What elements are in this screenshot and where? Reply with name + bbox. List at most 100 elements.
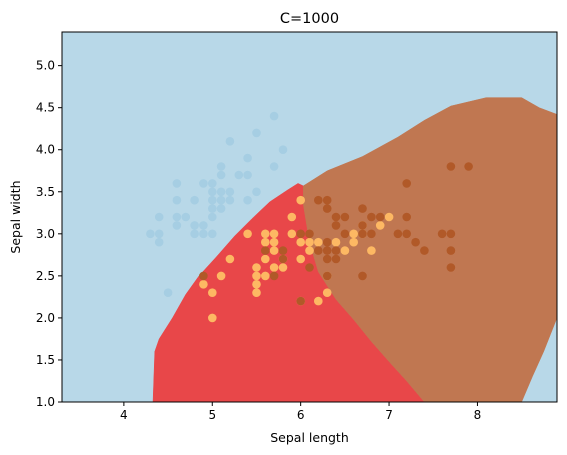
point-setosa xyxy=(225,187,235,197)
point-setosa xyxy=(243,153,252,163)
point-setosa xyxy=(208,195,217,205)
point-virginica xyxy=(322,237,332,247)
point-versicolor xyxy=(296,254,306,264)
point-versicolor xyxy=(314,296,323,306)
point-setosa xyxy=(181,212,191,222)
point-virginica xyxy=(340,212,350,222)
y-tick-label: 5.0 xyxy=(36,59,55,73)
point-virginica xyxy=(296,229,306,239)
point-setosa xyxy=(172,221,182,230)
point-versicolor xyxy=(252,280,261,289)
x-tick-label: 7 xyxy=(385,408,393,422)
y-tick-label: 4.5 xyxy=(36,101,55,115)
data-points xyxy=(146,111,473,323)
point-setosa xyxy=(172,195,182,205)
point-versicolor xyxy=(331,237,341,247)
point-versicolor xyxy=(252,263,261,272)
point-versicolor xyxy=(252,288,261,298)
point-virginica xyxy=(446,246,456,255)
decision-regions xyxy=(62,32,557,402)
chart-title: C=1000 xyxy=(280,11,339,27)
point-versicolor xyxy=(314,237,323,247)
point-versicolor xyxy=(305,246,314,255)
point-virginica xyxy=(331,212,341,222)
point-setosa xyxy=(225,137,235,146)
point-versicolor xyxy=(261,237,270,247)
y-tick-label: 1.0 xyxy=(36,395,55,409)
point-setosa xyxy=(216,187,226,197)
point-versicolor xyxy=(269,237,279,247)
point-setosa xyxy=(216,170,226,180)
y-tick-label: 3.0 xyxy=(36,227,55,241)
point-setosa xyxy=(269,111,279,121)
point-setosa xyxy=(172,179,182,188)
point-virginica xyxy=(367,229,376,239)
point-versicolor xyxy=(296,195,306,205)
point-setosa xyxy=(172,212,182,222)
point-setosa xyxy=(216,204,226,213)
point-setosa xyxy=(216,195,226,205)
point-setosa xyxy=(225,195,235,205)
plot-frame xyxy=(61,31,558,403)
point-virginica xyxy=(358,221,367,230)
point-setosa xyxy=(252,187,261,197)
point-setosa xyxy=(163,288,173,298)
y-axis-ticks: 1.0 1.5 2.0 2.5 3.0 3.5 4.0 4.5 5.0 xyxy=(36,59,62,409)
point-versicolor xyxy=(261,229,270,239)
point-virginica xyxy=(314,246,323,255)
point-versicolor xyxy=(216,271,226,281)
y-tick-label: 4.0 xyxy=(36,143,55,157)
point-virginica xyxy=(305,229,314,239)
point-virginica xyxy=(314,195,323,205)
x-tick-label: 6 xyxy=(297,408,305,422)
point-virginica xyxy=(437,229,447,239)
point-versicolor xyxy=(261,254,270,264)
point-virginica xyxy=(269,271,279,281)
point-virginica xyxy=(446,263,456,272)
point-setosa xyxy=(269,162,279,171)
x-tick-label: 4 xyxy=(120,408,128,422)
point-setosa xyxy=(243,170,252,180)
point-setosa xyxy=(208,179,217,188)
point-virginica xyxy=(322,254,332,264)
point-setosa xyxy=(190,195,199,205)
point-versicolor xyxy=(243,229,252,239)
point-virginica xyxy=(393,229,403,239)
point-virginica xyxy=(420,246,429,255)
point-virginica xyxy=(199,271,208,281)
point-virginica xyxy=(446,229,456,239)
point-versicolor xyxy=(349,229,359,239)
point-versicolor xyxy=(287,229,297,239)
point-setosa xyxy=(199,229,208,239)
point-virginica xyxy=(340,229,350,239)
point-setosa xyxy=(199,179,208,188)
point-versicolor xyxy=(349,237,359,247)
point-virginica xyxy=(305,263,314,272)
point-setosa xyxy=(154,229,164,239)
point-versicolor xyxy=(322,288,332,298)
point-versicolor xyxy=(305,237,314,247)
point-setosa xyxy=(190,229,199,239)
point-versicolor xyxy=(199,280,208,289)
point-virginica xyxy=(331,221,341,230)
point-versicolor xyxy=(296,237,306,247)
point-setosa xyxy=(208,212,217,222)
point-versicolor xyxy=(340,246,350,255)
point-setosa xyxy=(216,162,226,171)
point-virginica xyxy=(278,254,288,264)
point-virginica xyxy=(358,271,367,281)
point-virginica xyxy=(331,254,341,264)
point-setosa xyxy=(208,187,217,197)
point-versicolor xyxy=(269,246,279,255)
point-virginica xyxy=(367,212,376,222)
point-virginica xyxy=(358,204,367,213)
point-setosa xyxy=(154,237,164,247)
point-setosa xyxy=(208,204,217,213)
y-tick-label: 2.0 xyxy=(36,311,55,325)
point-virginica xyxy=(296,296,306,306)
y-tick-label: 2.5 xyxy=(36,269,55,283)
point-versicolor xyxy=(367,246,376,255)
point-setosa xyxy=(190,221,199,230)
point-virginica xyxy=(464,162,473,171)
